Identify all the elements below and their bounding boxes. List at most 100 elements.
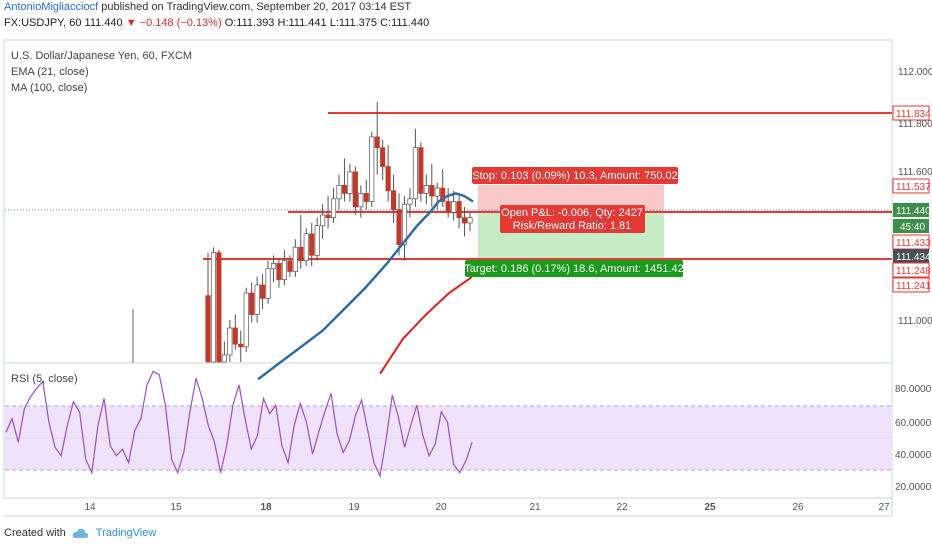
candle <box>391 190 397 210</box>
candle <box>347 171 353 194</box>
candle <box>385 166 391 192</box>
ma-line <box>379 276 473 375</box>
down-arrow-icon: ▼ <box>125 17 137 29</box>
symbol-legend: U.S. Dollar/Japanese Yen, 60, FXCM <box>11 50 192 62</box>
marker-label: 111.834 <box>896 109 931 120</box>
candle <box>303 233 309 262</box>
author-link[interactable]: AntonioMigliacciocf <box>4 1 99 13</box>
time-tick: 15 <box>170 502 182 513</box>
candle <box>429 185 435 197</box>
marker-label: 111.440 <box>896 206 931 217</box>
candle <box>467 217 473 224</box>
price-tick: 111.000 <box>898 316 932 327</box>
candle <box>287 260 293 272</box>
symbol-name[interactable]: FX:USDJPY, 60 <box>4 17 82 29</box>
candle <box>292 246 298 272</box>
pnl-label[interactable]: Open P&L: -0.006, Qty: 2427 Risk/Reward … <box>500 205 645 233</box>
price-tick: 112.000 <box>898 67 932 78</box>
open-pnl-text: Open P&L: -0.006, Qty: 2427 <box>501 207 643 219</box>
candle <box>281 260 287 280</box>
stop-label[interactable]: Stop: 0.103 (0.09%) 10.3, Amount: 750.02 <box>472 167 678 184</box>
rsi-tick: 60.0000 <box>895 418 932 429</box>
candle <box>358 193 364 208</box>
price-tick: 111.800 <box>898 119 932 130</box>
candle <box>216 252 222 363</box>
rsi-axis[interactable]: 80.0000 60.0000 40.0000 20.0000 <box>895 384 932 493</box>
price-markers: 111.834 111.537 111.440 45:40 111.433 11… <box>892 105 931 293</box>
candle <box>205 295 211 363</box>
ma-legend[interactable]: MA (100, close) <box>11 82 87 94</box>
price-axis[interactable]: 112.000 111.800 111.600 111.000 <box>898 67 932 327</box>
candle <box>221 354 227 363</box>
candle <box>227 327 233 356</box>
candle <box>265 268 271 299</box>
candle <box>276 263 282 280</box>
time-tick: 20 <box>435 502 447 513</box>
rsi-legend[interactable]: RSI (5, close) <box>11 373 78 385</box>
candle <box>249 292 255 315</box>
time-tick: 26 <box>792 502 804 513</box>
target-label[interactable]: Target: 0.186 (0.17%) 18.6, Amount: 1451… <box>464 260 684 277</box>
candle <box>440 187 446 202</box>
marker-label: 111.241 <box>896 281 931 292</box>
candle <box>314 225 320 256</box>
candle <box>380 147 386 167</box>
candle <box>243 292 249 348</box>
candle-series <box>205 101 473 363</box>
candle <box>423 185 429 194</box>
time-tick: 21 <box>529 502 541 513</box>
time-tick: 19 <box>348 502 360 513</box>
published-text: published on TradingView.com, September … <box>98 1 412 13</box>
candle <box>412 147 418 200</box>
rsi-tick: 20.0000 <box>895 482 932 493</box>
time-tick: 22 <box>616 502 628 513</box>
time-tick: 25 <box>704 502 716 513</box>
candle <box>407 198 413 205</box>
time-axis[interactable]: 14 15 18 19 20 21 22 25 26 27 <box>84 502 890 513</box>
risk-reward-text: Risk/Reward Ratio: 1.81 <box>513 220 632 232</box>
ema-line <box>257 192 474 381</box>
close-value: C:111.440 <box>380 17 430 29</box>
candle <box>336 185 342 200</box>
low-value: L:111.375 <box>329 17 378 29</box>
tradingview-link[interactable]: TradingView <box>95 527 157 539</box>
candle <box>451 201 457 213</box>
ema-legend[interactable]: EMA (21, close) <box>11 66 89 78</box>
open-value: O:111.393 <box>224 17 275 29</box>
candle <box>270 263 277 270</box>
candle <box>461 217 468 224</box>
candle <box>232 327 238 345</box>
marker-label: 111.434 <box>896 252 931 263</box>
candle <box>352 171 358 208</box>
candle <box>254 284 260 315</box>
publish-header: AntonioMigliacciocf published on Trading… <box>4 1 411 13</box>
rsi-tick: 40.0000 <box>895 450 932 461</box>
price-tick: 111.600 <box>898 167 932 178</box>
footer: Created with TradingView <box>4 527 156 539</box>
last-price: 111.440 <box>84 17 123 29</box>
candle <box>309 233 315 256</box>
candle <box>396 209 402 245</box>
candle <box>330 198 337 219</box>
candle <box>260 284 266 299</box>
symbol-line: FX:USDJPY, 60 111.440 ▼ −0.148 (−0.13%) … <box>4 17 429 29</box>
candle <box>320 214 326 227</box>
candle <box>369 136 375 202</box>
high-value: H:111.441 <box>277 17 327 29</box>
marker-label: 111.537 <box>896 182 931 193</box>
candle <box>418 147 424 194</box>
candle <box>445 201 451 213</box>
stop-label-text: Stop: 0.103 (0.09%) 10.3, Amount: 750.02 <box>472 170 677 182</box>
target-label-text: Target: 0.186 (0.17%) 18.6, Amount: 1451… <box>464 263 684 275</box>
candle <box>434 187 440 197</box>
candle <box>363 193 369 202</box>
candle <box>298 246 304 262</box>
marker-label: 111.248 <box>896 266 931 277</box>
candle <box>341 185 348 194</box>
candle <box>456 201 462 218</box>
time-tick: 27 <box>878 502 890 513</box>
candle <box>401 203 408 245</box>
time-tick: 18 <box>260 502 272 513</box>
time-tick: 14 <box>84 502 96 513</box>
